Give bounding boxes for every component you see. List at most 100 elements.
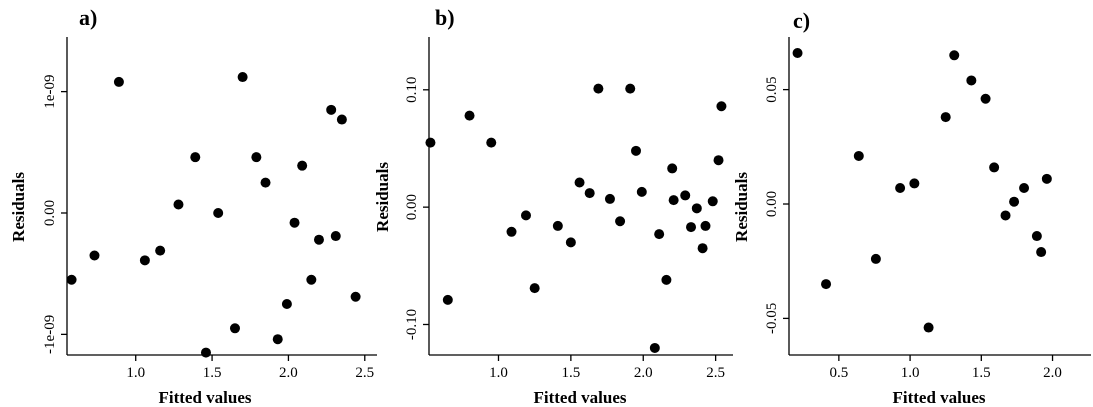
y-axis-title-b: Residuals [373,162,392,232]
data-point-b [636,186,647,197]
panel-label-a: a) [79,5,97,30]
data-point-b [565,237,576,248]
data-point-b [686,222,697,233]
data-point-c [821,279,832,290]
data-point-b [707,196,718,207]
data-point-b [668,195,679,206]
data-point-b [700,220,711,231]
data-point-b [529,283,540,294]
data-point-b [716,101,727,112]
data-point-b [520,210,531,221]
data-point-c [1019,182,1030,193]
data-point-c [940,112,951,123]
data-point-a [289,217,300,228]
data-point-b [713,155,724,166]
data-point-a [326,104,337,115]
data-point-c [895,182,906,193]
data-point-c [853,150,864,161]
y-tick-label-b: 0.10 [404,77,420,103]
data-point-c [870,253,881,264]
data-point-a [272,334,283,345]
data-point-b [574,177,585,188]
data-point-a [336,114,347,125]
y-tick-label-b: -0.10 [404,309,420,340]
data-point-b [661,274,672,285]
data-point-b [615,216,626,227]
data-point-a [190,152,201,163]
y-tick-label-b: 0.00 [404,194,420,220]
data-point-a [173,199,184,210]
data-point-b [654,229,665,240]
y-tick-label-a: 0.00 [42,200,58,226]
data-point-a [155,245,166,256]
panel-label-c: c) [793,8,810,33]
data-point-c [1031,231,1042,242]
x-tick-label-b: 2.5 [706,365,725,381]
y-axis-title-c: Residuals [732,172,751,242]
data-point-a [350,291,361,302]
data-point-a [229,323,240,334]
data-point-c [949,50,960,61]
y-tick-label-c: 0.05 [764,76,780,102]
data-point-b [604,193,615,204]
data-point-a [330,231,341,242]
data-point-b [697,243,708,254]
x-axis-title-c: Fitted values [892,388,985,407]
data-point-b [486,137,497,148]
data-point-b [691,203,702,214]
panel-a: a) Fitted values Residuals 1.0 1.5 2.0 2.5 -… [9,5,377,407]
data-point-a [139,255,150,266]
data-point-c [1036,247,1047,258]
data-point-a [89,250,100,261]
x-tick-label-c: 1.5 [972,365,991,381]
data-point-a [260,177,271,188]
data-point-a [297,160,308,171]
data-point-c [792,48,803,59]
data-point-c [1000,210,1011,221]
x-tick-label-c: 1.0 [901,365,920,381]
data-point-c [989,162,1000,173]
data-point-a [313,234,324,245]
x-tick-label-c: 0.5 [829,365,848,381]
x-tick-label-a: 2.5 [355,365,374,381]
data-point-b [625,83,636,94]
data-point-c [1041,173,1052,184]
data-point-b [631,145,642,156]
data-point-b [506,226,517,237]
x-tick-label-a: 1.0 [126,365,145,381]
x-tick-label-c: 2.0 [1043,365,1062,381]
data-point-b [464,110,475,121]
data-point-c [909,178,920,189]
x-tick-label-b: 2.0 [634,365,653,381]
panel-label-b: b) [435,5,455,30]
data-point-a [306,274,317,285]
y-tick-label-c: 0.00 [764,191,780,217]
data-point-b [425,137,436,148]
data-point-c [980,93,991,104]
data-point-a [113,76,124,87]
data-point-c [966,75,977,86]
data-point-b [442,294,453,305]
x-tick-label-b: 1.5 [561,365,580,381]
y-tick-label-a: -1e-09 [42,315,58,354]
x-tick-label-a: 2.0 [279,365,298,381]
data-point-a [200,347,211,358]
y-tick-label-a: 1e-09 [42,75,58,109]
x-axis-title-b: Fitted values [533,388,626,407]
x-tick-label-b: 1.0 [489,365,508,381]
data-point-b [667,163,678,174]
data-point-a [66,274,77,285]
x-tick-label-a: 1.5 [203,365,222,381]
data-point-b [593,83,604,94]
panel-c: c) Fitted values Residuals 0.5 1.0 1.5 2.0 -… [732,8,1091,407]
data-point-b [552,220,563,231]
data-point-a [213,207,224,218]
data-point-b [680,190,691,201]
y-tick-label-c: -0.05 [764,303,780,334]
data-point-a [281,299,292,310]
data-point-b [649,342,660,353]
x-axis-title-a: Fitted values [158,388,251,407]
data-point-a [237,72,248,83]
